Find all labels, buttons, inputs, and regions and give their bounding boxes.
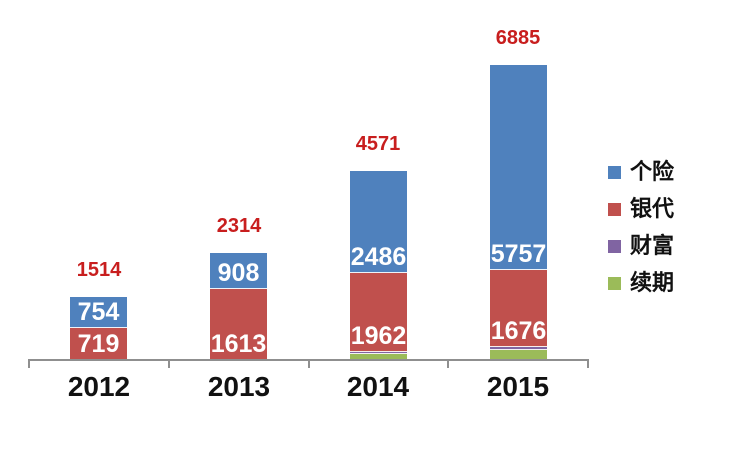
x-axis-category-label: 2013 xyxy=(207,371,271,402)
legend-label: 财富 xyxy=(630,233,675,258)
x-axis-tick xyxy=(28,359,30,368)
bar-segment-个险: 5757 xyxy=(490,65,547,270)
legend-swatch xyxy=(608,165,621,179)
x-axis-tick xyxy=(587,359,589,368)
legend: 个险 银代 财富 续期 xyxy=(608,160,674,295)
segment-value-label: 754 xyxy=(77,297,120,326)
bar-segment-个险: 908 xyxy=(210,253,267,289)
segment-value-label: 1676 xyxy=(490,316,547,345)
bar-segment-个险: 754 xyxy=(70,297,127,328)
legend-item-个险: 个险 xyxy=(608,160,674,184)
bar-segment-财富 xyxy=(350,352,407,354)
bar-segment-个险: 2486 xyxy=(350,171,407,273)
x-axis-category-label: 2014 xyxy=(346,371,410,402)
bar-segment-银代: 1613 xyxy=(210,289,267,359)
legend-item-续期: 续期 xyxy=(608,271,674,295)
x-axis-category-label: 2015 xyxy=(486,371,550,402)
x-axis-tick xyxy=(447,359,449,368)
segment-value-label: 2486 xyxy=(350,242,407,271)
x-axis-category-label: 2012 xyxy=(67,371,131,402)
total-value-label: 1514 xyxy=(76,259,122,281)
bar-segment-续期 xyxy=(490,350,547,359)
total-value-label: 6885 xyxy=(495,27,541,49)
x-axis-tick xyxy=(168,359,170,368)
bar-segment-银代: 1676 xyxy=(490,270,547,347)
total-value-label: 2314 xyxy=(216,215,262,237)
total-value-label: 4571 xyxy=(355,133,401,155)
x-axis-tick xyxy=(308,359,310,368)
segment-value-label: 1613 xyxy=(210,329,267,358)
legend-label: 个险 xyxy=(630,159,675,184)
legend-item-财富: 财富 xyxy=(608,234,674,258)
segment-value-label: 1962 xyxy=(350,321,407,350)
segment-value-label: 908 xyxy=(217,258,260,287)
legend-item-银代: 银代 xyxy=(608,197,674,221)
legend-label: 续期 xyxy=(630,270,675,295)
bar-segment-银代: 1962 xyxy=(350,273,407,352)
legend-swatch xyxy=(608,239,621,253)
legend-swatch xyxy=(608,202,621,216)
segment-value-label: 719 xyxy=(77,329,120,358)
legend-swatch xyxy=(608,276,621,290)
bar-segment-续期 xyxy=(350,354,407,359)
bar-segment-财富 xyxy=(490,347,547,350)
segment-value-label: 5757 xyxy=(490,239,547,268)
legend-label: 银代 xyxy=(630,196,675,221)
bar-segment-银代: 719 xyxy=(70,328,127,359)
